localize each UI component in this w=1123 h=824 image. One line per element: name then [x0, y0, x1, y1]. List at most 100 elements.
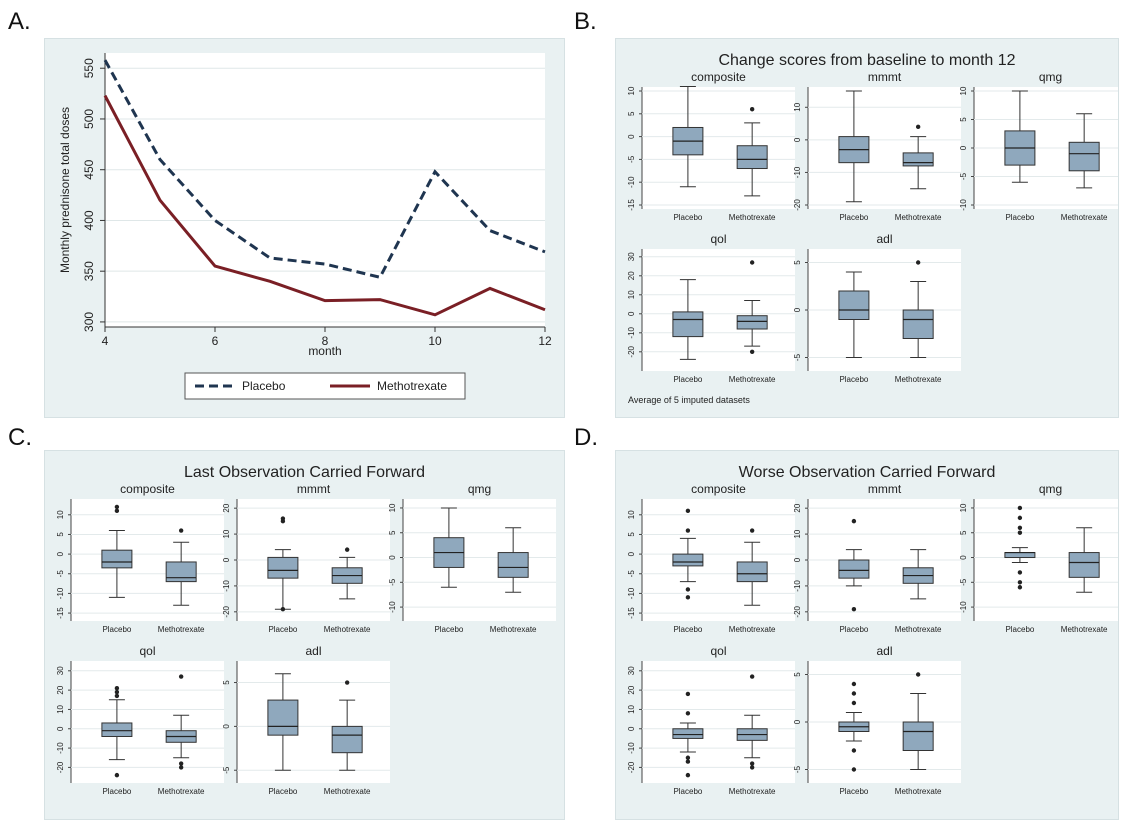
- box-methotrexate: [736, 145, 768, 170]
- box-placebo: [101, 549, 133, 569]
- x-tick-label: 8: [322, 334, 329, 348]
- series-line-methotrexate: [103, 94, 546, 317]
- y-tick-label: 550: [82, 58, 96, 78]
- outlier-point: [749, 761, 755, 766]
- y-tick-label: -10: [56, 742, 65, 754]
- outlier-point: [851, 767, 857, 772]
- outlier-point: [1017, 505, 1023, 511]
- y-tick-label: 10: [959, 503, 968, 512]
- y-tick-label: -20: [222, 605, 231, 617]
- category-label: Methotrexate: [490, 625, 537, 634]
- outlier-point: [685, 691, 691, 697]
- category-label: Methotrexate: [729, 213, 776, 222]
- y-tick-label: -5: [959, 172, 968, 180]
- y-tick-label: -10: [793, 166, 802, 178]
- subplot-title: composite: [120, 482, 175, 496]
- y-tick-label: 450: [82, 159, 96, 179]
- category-label: Placebo: [1005, 625, 1034, 634]
- y-tick-label: -20: [627, 761, 636, 773]
- box-placebo: [267, 699, 299, 736]
- y-tick-label: 20: [222, 503, 231, 512]
- subplot-area: [642, 87, 795, 209]
- y-tick-label: 30: [627, 666, 636, 675]
- category-label: Methotrexate: [729, 787, 776, 796]
- outlier-point: [114, 689, 120, 695]
- outlier-point: [685, 528, 691, 533]
- panel-c-boxplots: Last Observation Carried Forward composit…: [44, 450, 565, 820]
- y-tick-label: -5: [627, 155, 636, 163]
- outlier-point: [178, 674, 184, 679]
- category-label: Methotrexate: [895, 213, 942, 222]
- outlier-point: [749, 107, 755, 112]
- grid-title: Worse Observation Carried Forward: [739, 464, 996, 481]
- y-tick-label: -10: [959, 601, 968, 613]
- outlier-point: [851, 691, 857, 696]
- box-placebo: [267, 556, 299, 579]
- footnote: Average of 5 imputed datasets: [628, 395, 750, 405]
- outlier-point: [749, 260, 755, 265]
- outlier-point: [851, 748, 857, 753]
- y-tick-label: 5: [56, 532, 65, 537]
- y-tick-label: 300: [82, 312, 96, 332]
- outlier-point: [915, 260, 921, 265]
- x-tick-label: 12: [538, 334, 552, 348]
- y-tick-label: 5: [627, 111, 636, 116]
- y-tick-label: 0: [793, 557, 802, 562]
- y-tick-label: 0: [627, 134, 636, 139]
- y-tick-label: 0: [793, 137, 802, 142]
- plot-area: [105, 53, 545, 327]
- y-tick-label: -15: [56, 607, 65, 619]
- y-tick-label: 0: [388, 555, 397, 560]
- category-label: Methotrexate: [324, 625, 371, 634]
- subplot-title: adl: [876, 232, 892, 246]
- panel-label-d: D.: [574, 424, 598, 451]
- box-placebo: [101, 722, 133, 737]
- y-tick-label: 5: [388, 530, 397, 535]
- y-tick-label: -10: [959, 199, 968, 211]
- category-label: Methotrexate: [1061, 213, 1108, 222]
- x-tick-label: 6: [212, 334, 219, 348]
- category-label: Placebo: [673, 375, 702, 384]
- outlier-point: [114, 504, 120, 510]
- outlier-point: [685, 755, 691, 760]
- subplot-title: composite: [691, 70, 746, 84]
- legend-label: Placebo: [242, 379, 286, 393]
- y-tick-label: 10: [627, 290, 636, 299]
- y-tick-label: -10: [793, 580, 802, 592]
- y-tick-label: -20: [56, 761, 65, 773]
- category-label: Methotrexate: [324, 787, 371, 796]
- outlier-point: [178, 761, 184, 766]
- outlier-point: [114, 685, 120, 691]
- x-axis-label: month: [308, 344, 341, 358]
- series-line-placebo: [103, 59, 546, 280]
- outlier-point: [178, 528, 184, 533]
- y-tick-label: 5: [793, 260, 802, 265]
- outlier-point: [685, 772, 691, 778]
- boxplot-grid-c: Last Observation Carried Forward composit…: [56, 464, 556, 796]
- y-tick-label: 0: [627, 551, 636, 556]
- panel-label-c: C.: [8, 424, 32, 451]
- grid-title: Last Observation Carried Forward: [184, 464, 425, 481]
- box-methotrexate: [165, 561, 197, 583]
- y-tick-label: 10: [627, 86, 636, 95]
- panel-label-b: B.: [574, 8, 597, 35]
- y-tick-label: -5: [793, 765, 802, 773]
- box-placebo: [1004, 552, 1036, 559]
- outlier-point: [1017, 580, 1023, 585]
- box-placebo: [672, 311, 704, 338]
- outlier-point: [851, 681, 857, 687]
- y-tick-label: 5: [627, 532, 636, 537]
- y-tick-label: 5: [959, 530, 968, 535]
- outlier-point: [749, 674, 755, 679]
- y-tick-label: -10: [56, 587, 65, 599]
- y-tick-label: 10: [222, 529, 231, 538]
- subplot-area: [403, 499, 556, 621]
- y-tick-label: -5: [793, 353, 802, 361]
- category-label: Methotrexate: [729, 625, 776, 634]
- outlier-point: [915, 672, 921, 677]
- y-tick-label: 0: [627, 311, 636, 316]
- box-methotrexate: [902, 721, 934, 751]
- y-tick-label: -10: [388, 601, 397, 613]
- box-placebo: [672, 553, 704, 567]
- category-label: Placebo: [102, 625, 131, 634]
